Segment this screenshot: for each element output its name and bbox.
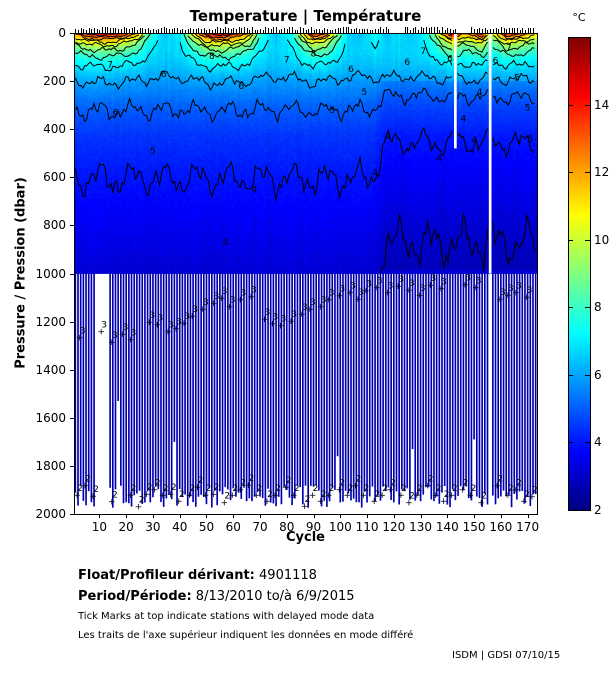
chart-title: Temperature | Température — [189, 7, 422, 25]
float-id-value: 4901118 — [254, 568, 317, 583]
x-axis-label: Cycle — [286, 530, 325, 545]
y-tick-label: 1200 — [35, 314, 66, 329]
colorbar-tick-label: 4 — [594, 435, 602, 450]
issuer-credit: ISDM | GDSI 07/10/15 — [452, 650, 561, 661]
x-tick-label: 170 — [516, 520, 540, 534]
y-tick-label: 200 — [43, 74, 66, 89]
colorbar-tick-label: 6 — [594, 367, 602, 382]
colorbar-tick-label: 10 — [594, 232, 610, 247]
period-line: Period/Période: 8/13/2010 to/à 6/9/2015 — [78, 589, 355, 604]
colorbar-unit-label: °C — [572, 11, 586, 24]
y-tick-label: 600 — [43, 170, 66, 185]
y-tick-label: 1400 — [35, 362, 66, 377]
x-tick-label: 120 — [382, 520, 406, 534]
x-tick-label: 140 — [435, 520, 459, 534]
x-tick-label: 30 — [145, 520, 161, 534]
x-tick-label: 50 — [198, 520, 215, 534]
y-tick-label: 0 — [58, 26, 66, 40]
x-tick-label: 80 — [279, 520, 295, 534]
x-tick-label: 20 — [118, 520, 134, 534]
x-tick-label: 70 — [252, 520, 268, 534]
y-tick-label: 1600 — [35, 410, 66, 425]
x-tick-label: 110 — [355, 520, 379, 534]
x-tick-label: 90 — [305, 520, 322, 534]
x-tick-label: 10 — [91, 520, 108, 534]
y-tick-label: 2000 — [35, 507, 66, 521]
colorbar-tick-label: 14 — [594, 97, 610, 112]
delayed-mode-note-en: Tick Marks at top indicate stations with… — [78, 611, 375, 622]
period-value: 8/13/2010 to/à 6/9/2015 — [191, 589, 355, 604]
x-tick-label: 160 — [489, 520, 513, 534]
x-tick-label: 60 — [225, 520, 241, 534]
colorbar-tick-label: 12 — [594, 165, 610, 180]
float-id-label: Float/Profileur dérivant: — [78, 568, 255, 583]
x-tick-label: 150 — [462, 520, 486, 534]
x-tick-label: 130 — [409, 520, 433, 534]
y-tick-label: 800 — [43, 218, 66, 233]
x-tick-label: 40 — [172, 520, 188, 534]
colorbar-tick-label: 8 — [594, 300, 602, 315]
y-tick-label: 400 — [43, 122, 66, 137]
y-tick-label: 1000 — [35, 266, 66, 281]
x-tick-label: 100 — [328, 520, 352, 534]
period-label: Period/Période: — [78, 589, 192, 604]
float-id-line: Float/Profileur dérivant: 4901118 — [78, 568, 317, 583]
colorbar-tick-label: 2 — [594, 503, 602, 517]
y-tick-label: 1800 — [35, 458, 66, 473]
delayed-mode-note-fr: Les traits de l'axe supérieur indiquent … — [78, 630, 414, 641]
